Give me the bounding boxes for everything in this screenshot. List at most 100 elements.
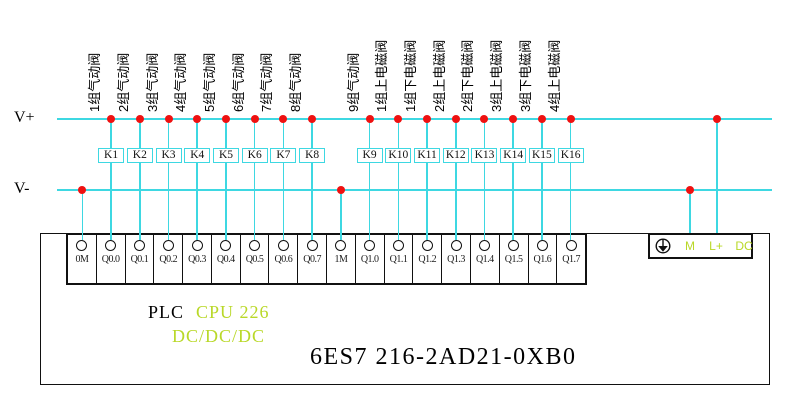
branch-wire: [282, 119, 285, 240]
terminal-label: Q0.2: [159, 254, 178, 265]
relay-label: K14: [500, 148, 527, 163]
m-terminal-label: M: [685, 239, 695, 253]
terminal-cell: 0M: [68, 235, 97, 283]
relay-label: K15: [528, 148, 555, 163]
terminal-label: Q1.1: [389, 254, 408, 265]
junction-dot: [365, 115, 374, 123]
junction-dot: [451, 115, 460, 123]
branch-label: 3组下电磁阀: [517, 39, 533, 112]
terminal-label: Q0.6: [274, 254, 293, 265]
branch-wire: [397, 119, 400, 240]
terminal-cell: Q0.0: [97, 235, 126, 283]
relay-label: K8: [299, 148, 326, 163]
branch-label: 2组气动阀: [115, 52, 131, 112]
branch-label: 9组气动阀: [345, 52, 361, 112]
terminal-screw-icon: [508, 240, 520, 251]
junction-dot: [509, 115, 518, 123]
junction-dot: [78, 186, 87, 194]
junction-dot: [221, 115, 230, 123]
branch-wire: [253, 119, 256, 240]
branch-wire: [483, 119, 486, 240]
branch-wire: [139, 119, 141, 240]
branch-wire: [196, 119, 199, 240]
terminal-screw-icon: [565, 240, 577, 251]
l-plus-terminal-label: L+: [709, 239, 723, 253]
branch-label: 2组下电磁阀: [460, 39, 476, 112]
junction-dot: [686, 186, 694, 194]
plc-cpu-caption: PLC CPU 226: [148, 302, 270, 323]
terminal-label: Q0.4: [216, 254, 235, 265]
junction-dot: [308, 115, 317, 123]
terminal-label: Q0.0: [101, 254, 120, 265]
junction-dot: [193, 115, 202, 123]
terminal-screw-icon: [105, 240, 117, 251]
terminal-cell: Q0.2: [154, 235, 184, 283]
output-terminal-strip: 0M Q0.0 Q0.1 Q0.2 Q0.3 Q0.4 Q0.5 Q0.6 Q0.7 1M Q1.0…: [66, 233, 587, 285]
plc-model-number: 6ES7 216-2AD21-0XB0: [310, 344, 577, 370]
terminal-screw-icon: [335, 240, 347, 251]
relay-label: K16: [557, 148, 584, 163]
terminal-cell: Q0.5: [241, 235, 270, 283]
plc-name-label: PLC: [148, 302, 185, 322]
junction-dot: [135, 115, 144, 123]
terminal-cell: Q0.6: [269, 235, 299, 283]
terminal-cell: 1M: [327, 235, 356, 283]
branch-wire: [512, 119, 514, 240]
junction-dot: [336, 186, 345, 194]
terminal-cell: Q1.2: [413, 235, 443, 283]
branch-label: 1组下电磁阀: [403, 39, 419, 112]
relay-label: K9: [356, 148, 383, 163]
v-minus-rail-wire: [57, 189, 772, 191]
terminal-label: Q1.2: [418, 254, 437, 265]
terminal-cell: Q1.7: [557, 235, 585, 283]
junction-dot: [394, 115, 403, 123]
junction-dot: [250, 115, 259, 123]
plc-cpu-label: CPU 226: [196, 302, 270, 322]
relay-label: K10: [385, 148, 412, 163]
terminal-screw-icon: [220, 240, 232, 251]
relay-label: K7: [270, 148, 297, 163]
terminal-label: Q0.1: [130, 254, 149, 265]
relay-label: K6: [241, 148, 268, 163]
branch-label: 4组上电磁阀: [546, 39, 562, 112]
v-plus-rail-wire: [57, 118, 772, 120]
m-feed-wire: [689, 190, 691, 233]
branch-wire: [368, 119, 371, 240]
relay-label: K11: [414, 148, 441, 163]
terminal-screw-icon: [392, 240, 404, 251]
v-plus-rail-label: V+: [14, 109, 35, 126]
relay-label: K1: [98, 148, 125, 163]
terminal-label: 0M: [75, 254, 89, 265]
relay-label: K13: [471, 148, 498, 163]
terminal-screw-icon: [364, 240, 376, 251]
branch-label: 8组气动阀: [288, 52, 304, 112]
branch-label: 5组气动阀: [201, 52, 217, 112]
junction-dot: [566, 115, 575, 123]
junction-dot: [713, 115, 721, 123]
terminal-screw-icon: [536, 240, 548, 251]
power-terminal-box: M L+ DC: [648, 233, 753, 259]
terminal-label: Q1.3: [447, 254, 465, 265]
branch-wire: [110, 119, 112, 240]
terminal-cell: Q1.3: [442, 235, 471, 283]
junction-dot: [164, 115, 173, 123]
relay-label: K2: [126, 148, 153, 163]
junction-dot: [107, 115, 116, 123]
terminal-cell: Q0.4: [212, 235, 241, 283]
plc-supply-label: DC/DC/DC: [172, 326, 266, 346]
relay-label: K3: [155, 148, 182, 163]
terminal-label: Q0.7: [303, 254, 321, 265]
terminal-label: Q1.7: [562, 254, 581, 265]
terminal-screw-icon: [133, 240, 145, 251]
earth-ground-icon: [655, 238, 671, 254]
branch-wire: [167, 119, 170, 240]
terminal-cell: Q1.5: [500, 235, 529, 283]
terminal-cell: Q1.4: [471, 235, 500, 283]
terminal-screw-icon: [191, 240, 203, 251]
terminal-screw-icon: [249, 240, 261, 251]
terminal-cell: Q1.0: [356, 235, 385, 283]
branch-wire: [454, 119, 457, 240]
terminal-label: Q0.3: [188, 254, 206, 265]
terminal-screw-icon: [479, 240, 491, 251]
